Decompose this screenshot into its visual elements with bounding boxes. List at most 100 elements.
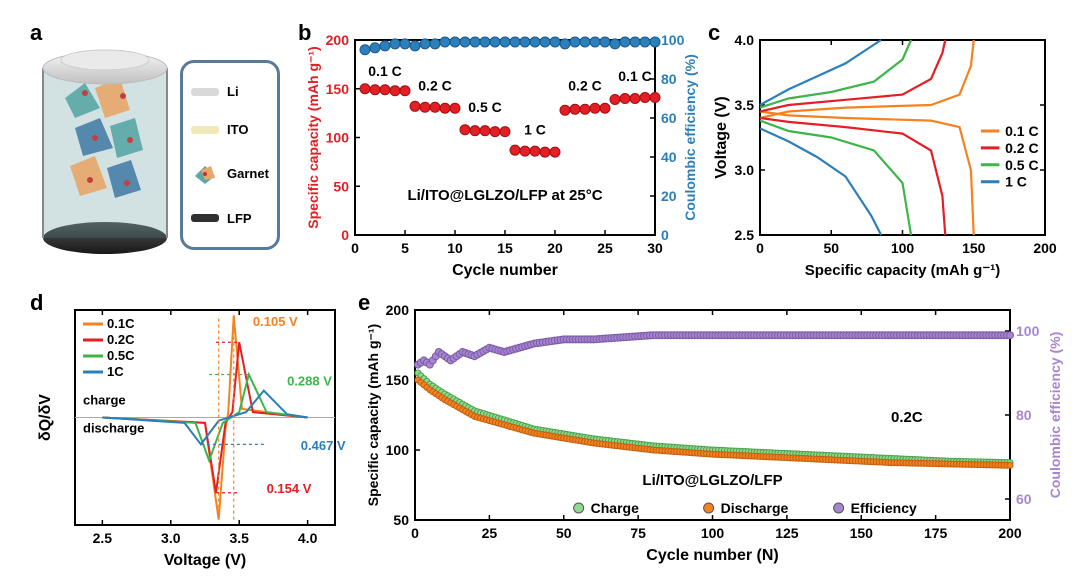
legend-lfp: LFP [191,211,269,226]
svg-text:Specific capacity (mAh g⁻¹): Specific capacity (mAh g⁻¹) [305,46,321,228]
svg-text:3.5: 3.5 [229,530,249,546]
svg-text:50: 50 [333,178,349,194]
svg-text:Discharge: Discharge [721,500,789,516]
svg-text:3.0: 3.0 [161,530,181,546]
svg-text:δQ/δV: δQ/δV [37,394,54,441]
svg-text:Cycle number (N): Cycle number (N) [646,547,778,564]
svg-text:150: 150 [386,372,410,388]
panel-c-label: c [708,20,720,46]
svg-text:100: 100 [326,130,350,146]
panel-a: a Li ITO Garnet LFP [30,20,290,270]
svg-text:50: 50 [393,512,409,528]
svg-text:0.1 C: 0.1 C [1005,123,1038,139]
svg-text:15: 15 [497,240,513,256]
svg-text:1 C: 1 C [524,121,546,137]
svg-text:Li/ITO@LGLZO/LFP at 25°C: Li/ITO@LGLZO/LFP at 25°C [407,187,602,204]
svg-text:0.5C: 0.5C [107,348,135,363]
svg-text:charge: charge [83,393,126,408]
svg-text:0: 0 [351,240,359,256]
svg-text:175: 175 [924,525,948,541]
svg-text:60: 60 [1016,491,1032,507]
svg-text:2.5: 2.5 [93,530,113,546]
svg-text:0.2C: 0.2C [107,332,135,347]
svg-text:0.105 V: 0.105 V [253,314,298,329]
svg-text:200: 200 [1033,240,1057,256]
svg-text:0: 0 [661,227,669,243]
svg-text:Specific capacity (mAh g⁻¹): Specific capacity (mAh g⁻¹) [805,262,1000,279]
svg-text:0.2C: 0.2C [891,409,923,426]
svg-text:Coulombic efficiency (%): Coulombic efficiency (%) [682,54,698,220]
svg-text:0: 0 [756,240,764,256]
panel-d-label: d [30,290,43,316]
svg-text:Li/ITO@LGLZO/LFP: Li/ITO@LGLZO/LFP [642,472,782,489]
svg-text:3.5: 3.5 [735,97,755,113]
svg-text:0: 0 [411,525,419,541]
svg-text:100: 100 [701,525,725,541]
svg-text:Specific capacity (mAh g⁻¹): Specific capacity (mAh g⁻¹) [365,324,381,506]
svg-text:Cycle number: Cycle number [452,262,558,279]
cycling-chart: 0 25 50 75 100 125 150 175 200 50 100 150 200 60 80 100… [360,290,1070,570]
svg-text:3.0: 3.0 [735,162,755,178]
svg-text:0.2 C: 0.2 C [418,78,451,94]
svg-text:125: 125 [775,525,799,541]
svg-text:100: 100 [891,240,915,256]
svg-text:20: 20 [661,188,677,204]
svg-text:0: 0 [341,227,349,243]
svg-text:2.5: 2.5 [735,227,755,243]
svg-text:200: 200 [998,525,1022,541]
legend-ito: ITO [191,122,269,137]
svg-text:50: 50 [556,525,572,541]
svg-text:discharge: discharge [83,421,144,436]
svg-text:Coulombic efficiency (%): Coulombic efficiency (%) [1047,332,1063,498]
panel-b-label: b [298,20,311,46]
svg-text:80: 80 [661,71,677,87]
svg-text:5: 5 [401,240,409,256]
rate-capability-chart: 051015202530050100150200020406080100Cycl… [300,20,700,280]
svg-text:100: 100 [386,442,410,458]
cell-schematic [35,38,175,268]
svg-text:0.1 C: 0.1 C [618,68,651,84]
svg-text:1C: 1C [107,364,124,379]
svg-text:0.288 V: 0.288 V [287,373,332,388]
svg-text:25: 25 [597,240,613,256]
svg-text:0.2 C: 0.2 C [568,78,601,94]
svg-text:200: 200 [326,32,350,48]
svg-text:0.154 V: 0.154 V [267,481,312,496]
svg-text:40: 40 [661,149,677,165]
svg-text:0.1C: 0.1C [107,316,135,331]
svg-text:100: 100 [661,32,685,48]
legend-garnet: Garnet [191,160,269,188]
svg-text:1 C: 1 C [1005,174,1027,190]
panel-c: c 0501001502002.53.03.54.0Specific capac… [710,20,1065,280]
svg-text:Voltage (V): Voltage (V) [713,96,730,178]
svg-text:75: 75 [630,525,646,541]
svg-text:60: 60 [661,110,677,126]
svg-text:0.2 C: 0.2 C [1005,140,1038,156]
legend-li: Li [191,84,269,99]
svg-text:10: 10 [447,240,463,256]
svg-text:150: 150 [850,525,874,541]
panel-d: d 2.53.03.54.0Voltage (V)δQ/δV0.1C0.2C0.… [30,290,350,570]
svg-text:Voltage (V): Voltage (V) [164,552,246,569]
svg-text:150: 150 [326,81,350,97]
panel-e-label: e [358,290,370,316]
svg-text:25: 25 [482,525,498,541]
svg-text:80: 80 [1016,407,1032,423]
panel-b: b 051015202530050100150200020406080100Cy… [300,20,700,280]
svg-text:Efficiency: Efficiency [851,500,917,516]
dqdv-chart: 2.5 3.0 3.5 4.0 Voltage (V) δQ/δV 0.1C0.2C0.5C… [30,290,350,570]
svg-text:0.1 C: 0.1 C [368,63,401,79]
panel-e: e 0 25 50 75 100 125 150 175 200 50 100 150 200 60 80 1… [360,290,1070,570]
panel-a-legend-box: Li ITO Garnet LFP [180,60,280,250]
svg-text:20: 20 [547,240,563,256]
svg-text:4.0: 4.0 [298,530,318,546]
voltage-profile-chart: 0501001502002.53.03.54.0Specific capacit… [710,20,1065,280]
svg-text:4.0: 4.0 [735,32,755,48]
svg-text:200: 200 [386,302,410,318]
svg-text:0.5 C: 0.5 C [1005,157,1038,173]
svg-text:100: 100 [1016,323,1040,339]
svg-text:Charge: Charge [591,500,639,516]
svg-text:150: 150 [962,240,986,256]
svg-text:0.467 V: 0.467 V [301,438,346,453]
svg-text:0.5 C: 0.5 C [468,99,501,115]
